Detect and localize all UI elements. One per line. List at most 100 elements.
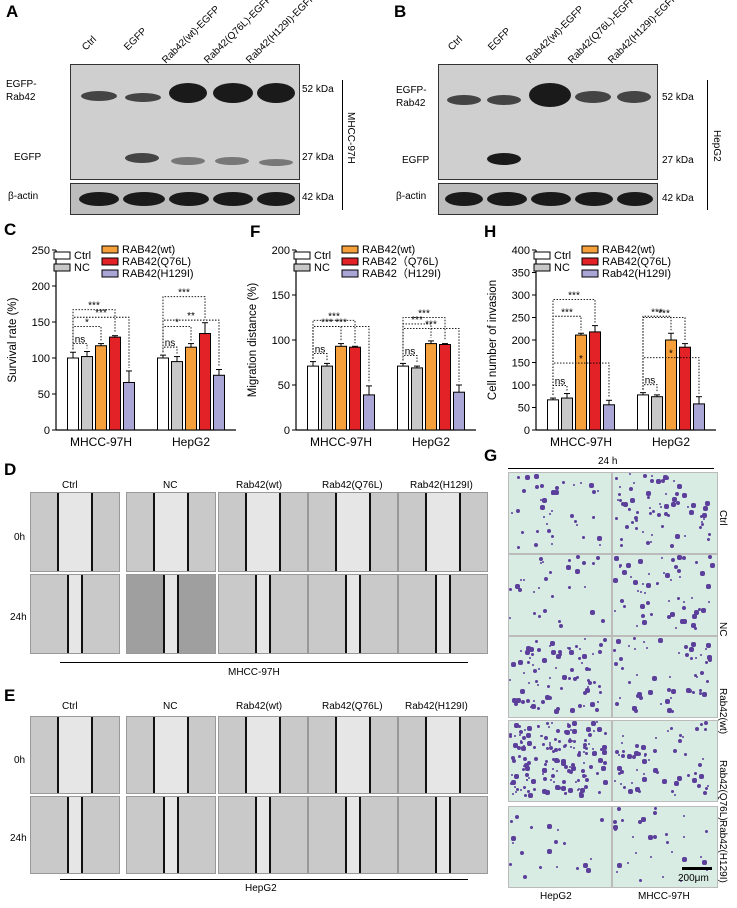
invaded-cell [590, 702, 595, 707]
invaded-cell [549, 513, 551, 515]
wound-edge-line [425, 493, 427, 571]
significance-label: *** [425, 319, 437, 330]
invasion-image [508, 720, 612, 802]
invaded-cell [646, 583, 651, 588]
invaded-cell [700, 671, 704, 675]
y-tick-label: 50 [518, 403, 530, 415]
invaded-cell [543, 516, 545, 518]
invaded-cell [520, 851, 524, 855]
invaded-cell [572, 729, 577, 734]
y-tick-label: 0 [44, 425, 50, 437]
invaded-cell [619, 499, 622, 502]
invaded-cell [677, 776, 682, 781]
wound-image [126, 796, 216, 874]
invaded-cell [664, 504, 669, 509]
invaded-cell [674, 781, 679, 786]
invaded-cell [554, 738, 557, 741]
invaded-cell [614, 780, 616, 782]
invaded-cell [588, 681, 592, 685]
invaded-cell [679, 734, 682, 737]
invaded-cell [704, 721, 708, 725]
invaded-cell [674, 794, 676, 796]
invaded-cell [543, 609, 547, 613]
invaded-cell [559, 653, 562, 656]
invaded-cell [523, 786, 526, 789]
wound-edge-line [335, 717, 337, 793]
invaded-cell [525, 773, 529, 777]
invaded-cell [562, 780, 566, 784]
invaded-cell [549, 571, 552, 574]
y-tick-label: 50 [278, 380, 290, 392]
invaded-cell [699, 774, 704, 779]
bar [575, 334, 587, 431]
invaded-cell [699, 692, 702, 695]
invaded-cell [640, 591, 642, 593]
invaded-cell [526, 699, 530, 703]
invaded-cell [526, 779, 528, 781]
invaded-cell [702, 692, 707, 697]
invaded-cell [539, 866, 542, 869]
y-tick-label: 400 [512, 245, 530, 257]
bar [637, 394, 649, 431]
invaded-cell [549, 645, 551, 647]
panel-label-g: G [484, 446, 498, 465]
bar [439, 344, 451, 431]
invaded-cell [509, 588, 512, 591]
invaded-cell [648, 573, 650, 575]
invaded-cell [556, 866, 558, 868]
significance-label: * [669, 349, 673, 360]
invaded-cell [684, 645, 688, 649]
invaded-cell [671, 558, 675, 562]
invaded-cell [705, 661, 708, 664]
invaded-cell [676, 501, 680, 505]
invaded-cell [670, 697, 672, 699]
invaded-cell [551, 535, 554, 538]
row-label: Rab42(H129I) [717, 820, 728, 883]
y-tick-label: 200 [32, 281, 50, 293]
invaded-cell [589, 765, 593, 769]
wound-edge-line [163, 575, 165, 653]
invaded-cell [670, 612, 675, 617]
invaded-cell [660, 506, 662, 508]
invaded-cell [663, 572, 665, 574]
invaded-cell [665, 493, 667, 495]
invasion-image [508, 636, 612, 718]
invaded-cell [546, 747, 549, 750]
invaded-cell [588, 668, 591, 671]
wound-edge-line [177, 575, 179, 653]
wound-edge-line [345, 797, 347, 873]
invaded-cell [523, 765, 525, 767]
invaded-cell [572, 721, 577, 726]
bracket-line [342, 80, 343, 210]
y-axis-label: Migration distance (%) [247, 283, 259, 398]
row-label: 24h [10, 612, 27, 623]
invaded-cell [584, 586, 586, 588]
significance-bracket [552, 362, 610, 398]
significance-label: *** [88, 301, 100, 312]
x-tick-label: HepG2 [652, 435, 690, 449]
wound-gap [154, 717, 188, 793]
wound-gap [426, 493, 460, 571]
wound-edge-line [187, 717, 189, 793]
invaded-cell [545, 695, 550, 700]
invaded-cell [708, 533, 711, 536]
invaded-cell [509, 733, 512, 736]
invaded-cell [568, 788, 573, 793]
invaded-cell [570, 729, 572, 731]
invaded-cell [509, 679, 511, 681]
wound-gap [336, 493, 370, 571]
wound-image [308, 492, 398, 572]
invaded-cell [620, 770, 624, 774]
invaded-cell [564, 730, 568, 734]
x-tick-label: HepG2 [412, 435, 450, 449]
invaded-cell [516, 509, 520, 513]
invaded-cell [517, 546, 520, 549]
invaded-cell [524, 794, 527, 797]
invaded-cell [708, 658, 712, 662]
invaded-cell [642, 531, 644, 533]
y-tick-label: 100 [32, 353, 50, 365]
invaded-cell [569, 650, 574, 655]
invaded-cell [643, 773, 645, 775]
invaded-cell [537, 707, 540, 710]
invaded-cell [533, 700, 535, 702]
